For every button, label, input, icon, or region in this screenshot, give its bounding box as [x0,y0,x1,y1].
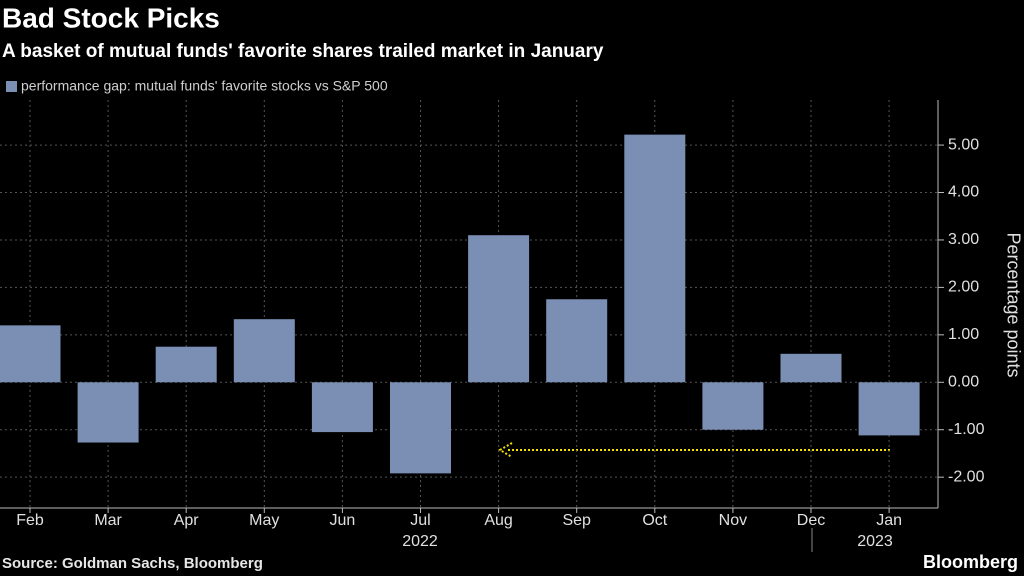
bar [233,319,295,383]
x-tick-label: Jul [410,512,430,529]
chart-subtitle: A basket of mutual funds' favorite share… [2,41,604,62]
bar [858,382,920,436]
bar [0,325,61,383]
legend-swatch [6,81,17,92]
annotation-arrow [498,442,890,458]
year-label: 2022 [402,533,438,550]
x-tick-label: Oct [642,512,667,529]
bar [390,382,451,474]
bar [311,382,373,433]
x-tick-label: Aug [484,512,512,529]
bar [77,382,139,443]
x-tick-label: May [249,512,279,529]
y-axis-label: Percentage points [1003,232,1023,377]
x-tick-label: Mar [94,512,122,529]
y-tick-label: -1.00 [948,421,985,438]
y-tick-label: 4.00 [948,184,979,201]
bar [624,134,686,383]
arrow-head [498,442,513,458]
year-label: 2023 [857,533,893,550]
y-tick-label: -2.00 [948,468,985,485]
x-tick-label: Dec [797,512,825,529]
x-tick-label: Jan [876,512,902,529]
bar [546,299,608,383]
brand: Bloomberg [923,552,1018,572]
legend-label: performance gap: mutual funds' favorite … [21,78,388,94]
y-tick-label: 3.00 [948,231,979,248]
y-tick-label: 5.00 [948,136,979,153]
chart-title: Bad Stock Picks [2,2,220,33]
x-tick-label: Jun [330,512,356,529]
bar [702,382,764,430]
bar [155,346,217,383]
bar [468,235,530,383]
x-tick-label: Sep [562,512,591,529]
x-tick-label: Nov [719,512,747,529]
bar [780,353,842,383]
x-tick-label: Apr [174,512,200,529]
y-tick-label: 2.00 [948,279,979,296]
y-tick-label: 1.00 [948,326,979,343]
source: Source: Goldman Sachs, Bloomberg [2,555,263,572]
x-tick-label: Feb [16,512,44,529]
y-tick-label: 0.00 [948,373,979,390]
